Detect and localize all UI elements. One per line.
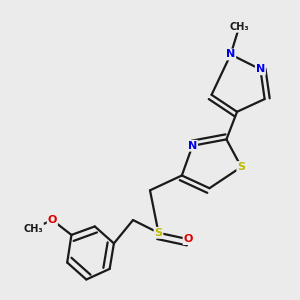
Text: N: N xyxy=(256,64,265,74)
Text: S: S xyxy=(154,228,163,238)
Text: N: N xyxy=(188,141,197,151)
Text: CH₃: CH₃ xyxy=(230,22,249,32)
Text: O: O xyxy=(184,234,193,244)
Text: O: O xyxy=(48,215,57,225)
Text: S: S xyxy=(237,162,245,172)
Text: N: N xyxy=(226,50,235,59)
Text: CH₃: CH₃ xyxy=(23,224,43,234)
